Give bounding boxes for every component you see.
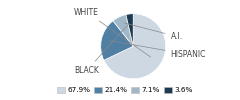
Wedge shape <box>101 21 133 60</box>
Text: A.I.: A.I. <box>124 23 183 41</box>
Text: WHITE: WHITE <box>74 8 151 57</box>
Wedge shape <box>104 14 166 79</box>
Wedge shape <box>113 15 133 46</box>
Legend: 67.9%, 21.4%, 7.1%, 3.6%: 67.9%, 21.4%, 7.1%, 3.6% <box>54 84 195 96</box>
Text: BLACK: BLACK <box>74 24 129 75</box>
Text: HISPANIC: HISPANIC <box>110 41 206 59</box>
Wedge shape <box>126 14 133 46</box>
